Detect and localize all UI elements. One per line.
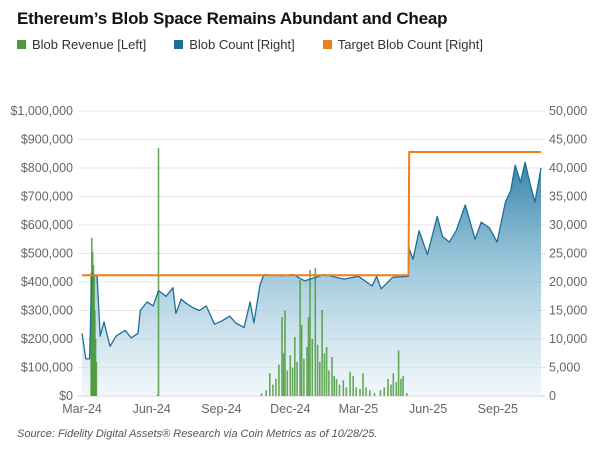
y-left-tick-label: $600,000 (21, 218, 73, 232)
blob-revenue-bar (390, 384, 392, 396)
blob-revenue-bar (311, 339, 314, 396)
x-tick-label: Mar-25 (339, 402, 379, 416)
blob-revenue-bar (278, 364, 280, 396)
blob-revenue-bar (286, 370, 289, 396)
blob-revenue-bar (383, 387, 385, 396)
x-tick-label: Jun-25 (409, 402, 447, 416)
blob-revenue-bar (335, 378, 338, 396)
blob-revenue-bar (400, 378, 402, 396)
y-right-tick-label: 25,000 (549, 247, 587, 261)
y-right-tick-label: 15,000 (549, 304, 587, 318)
blob-revenue-bar (392, 373, 395, 396)
blob-revenue-bar (331, 357, 333, 396)
legend-item-blob-count: Blob Count [Right] (174, 37, 295, 52)
blob-revenue-bar (282, 353, 285, 397)
y-right-tick-label: 40,000 (549, 161, 587, 175)
blob-revenue-bar (300, 324, 303, 397)
blob-revenue-bar (323, 353, 326, 397)
legend: Blob Revenue [Left] Blob Count [Right] T… (17, 37, 511, 52)
blob-revenue-bar (306, 347, 308, 396)
y-left-tick-label: $500,000 (21, 247, 73, 261)
legend-swatch-green (17, 40, 26, 49)
blob-revenue-bar (355, 387, 357, 396)
x-tick-label: Dec-24 (270, 402, 310, 416)
blob-revenue-bar (316, 344, 319, 396)
y-left-tick-label: $900,000 (21, 133, 73, 147)
blob-revenue-bar (359, 388, 361, 396)
blob-revenue-bar (349, 371, 351, 396)
blob-revenue-bar (299, 280, 301, 396)
y-left-tick-label: $800,000 (21, 161, 73, 175)
blob-revenue-bar (309, 270, 311, 396)
legend-item-target-blob-count: Target Blob Count [Right] (322, 37, 483, 52)
y-left-tick-label: $400,000 (21, 275, 73, 289)
blob-revenue-bar (281, 317, 283, 396)
blob-revenue-bar (294, 337, 296, 396)
chart-title: Ethereum’s Blob Space Remains Abundant a… (17, 9, 448, 28)
legend-label: Blob Count [Right] (189, 37, 295, 52)
blob-revenue-bar (365, 387, 367, 396)
legend-label: Blob Revenue [Left] (32, 37, 147, 52)
blob-revenue-bar (284, 310, 286, 396)
legend-swatch-orange (322, 40, 332, 49)
legend-swatch-blue (174, 40, 184, 49)
blob-revenue-bar (260, 393, 263, 396)
blob-revenue-bar (319, 361, 321, 396)
blob-revenue-bar (402, 376, 404, 396)
blob-revenue-bar (333, 376, 335, 396)
y-left-tick-label: $0 (59, 389, 73, 403)
y-right-tick-label: 5,000 (549, 361, 580, 375)
blob-revenue-bar (406, 393, 408, 396)
x-tick-label: Sep-24 (201, 402, 241, 416)
blob-revenue-bar (362, 373, 364, 396)
blob-revenue-bar (157, 148, 160, 396)
blob-revenue-bar (328, 370, 330, 396)
blob-revenue-bar (395, 381, 398, 397)
blob-revenue-bar (369, 390, 371, 396)
blob-revenue-bar (352, 376, 354, 396)
blob-revenue-bar (269, 373, 271, 396)
blob-revenue-bar (397, 350, 400, 396)
x-tick-label: Jun-24 (133, 402, 171, 416)
blob-revenue-bar (95, 361, 98, 396)
blob-revenue-bar (291, 367, 294, 396)
blob-revenue-bar (289, 355, 292, 396)
blob-revenue-bar (296, 361, 298, 396)
x-tick-label: Mar-24 (62, 402, 102, 416)
y-right-tick-label: 50,000 (549, 104, 587, 118)
source-note: Source: Fidelity Digital Assets® Researc… (17, 428, 378, 440)
blob-revenue-bar (303, 358, 305, 396)
y-left-tick-label: $100,000 (21, 361, 73, 375)
blob-revenue-bar (342, 380, 345, 396)
blob-revenue-bar (265, 390, 267, 396)
blob-revenue-bar (373, 393, 376, 396)
blob-revenue-bar (321, 309, 323, 396)
y-right-tick-label: 0 (549, 389, 556, 403)
blob-revenue-bar (275, 378, 277, 396)
y-right-tick-label: 45,000 (549, 133, 587, 147)
blob-revenue-bar (338, 384, 341, 396)
legend-item-blob-revenue: Blob Revenue [Left] (17, 37, 146, 52)
y-left-tick-label: $1,000,000 (10, 104, 73, 118)
blob-revenue-bar (314, 267, 317, 397)
y-left-tick-label: $200,000 (21, 332, 73, 346)
blob-revenue-bar (379, 390, 382, 396)
blob-revenue-bar (325, 347, 328, 396)
y-left-tick-label: $300,000 (21, 304, 73, 318)
blob-revenue-bar (307, 317, 310, 396)
blob-revenue-bar (387, 378, 389, 396)
y-right-tick-label: 30,000 (549, 218, 587, 232)
legend-label: Target Blob Count [Right] (337, 37, 483, 52)
target-blob-count-line (82, 151, 541, 277)
blob-revenue-bar (345, 387, 348, 396)
y-right-tick-label: 20,000 (549, 275, 587, 289)
x-tick-label: Sep-25 (478, 402, 518, 416)
y-right-tick-label: 10,000 (549, 332, 587, 346)
y-left-tick-label: $700,000 (21, 190, 73, 204)
blob-revenue-bar (272, 384, 274, 396)
y-right-tick-label: 35,000 (549, 190, 587, 204)
